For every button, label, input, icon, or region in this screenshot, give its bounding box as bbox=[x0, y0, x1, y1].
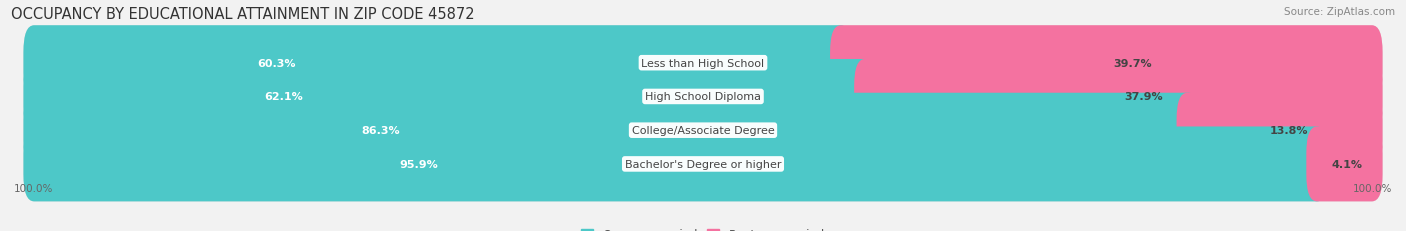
Text: 95.9%: 95.9% bbox=[399, 159, 439, 169]
Text: 37.9%: 37.9% bbox=[1125, 92, 1163, 102]
Text: 39.7%: 39.7% bbox=[1114, 58, 1152, 68]
Text: Source: ZipAtlas.com: Source: ZipAtlas.com bbox=[1284, 7, 1395, 17]
FancyBboxPatch shape bbox=[1306, 127, 1382, 201]
FancyBboxPatch shape bbox=[24, 26, 852, 101]
Text: Bachelor's Degree or higher: Bachelor's Degree or higher bbox=[624, 159, 782, 169]
FancyBboxPatch shape bbox=[24, 26, 1382, 101]
Text: 62.1%: 62.1% bbox=[264, 92, 302, 102]
Legend: Owner-occupied, Renter-occupied: Owner-occupied, Renter-occupied bbox=[576, 223, 830, 231]
Text: 100.0%: 100.0% bbox=[1353, 183, 1392, 193]
Text: College/Associate Degree: College/Associate Degree bbox=[631, 126, 775, 136]
Text: 4.1%: 4.1% bbox=[1331, 159, 1362, 169]
FancyBboxPatch shape bbox=[1177, 93, 1382, 168]
Text: 60.3%: 60.3% bbox=[257, 58, 295, 68]
FancyBboxPatch shape bbox=[830, 26, 1382, 101]
Text: 100.0%: 100.0% bbox=[14, 183, 53, 193]
Text: High School Diploma: High School Diploma bbox=[645, 92, 761, 102]
FancyBboxPatch shape bbox=[24, 93, 1199, 168]
FancyBboxPatch shape bbox=[24, 127, 1382, 201]
FancyBboxPatch shape bbox=[24, 60, 876, 134]
FancyBboxPatch shape bbox=[855, 60, 1382, 134]
Text: 13.8%: 13.8% bbox=[1270, 126, 1308, 136]
Text: OCCUPANCY BY EDUCATIONAL ATTAINMENT IN ZIP CODE 45872: OCCUPANCY BY EDUCATIONAL ATTAINMENT IN Z… bbox=[11, 7, 475, 22]
FancyBboxPatch shape bbox=[24, 127, 1327, 201]
FancyBboxPatch shape bbox=[24, 60, 1382, 134]
FancyBboxPatch shape bbox=[24, 93, 1382, 168]
Text: 86.3%: 86.3% bbox=[361, 126, 399, 136]
Text: Less than High School: Less than High School bbox=[641, 58, 765, 68]
